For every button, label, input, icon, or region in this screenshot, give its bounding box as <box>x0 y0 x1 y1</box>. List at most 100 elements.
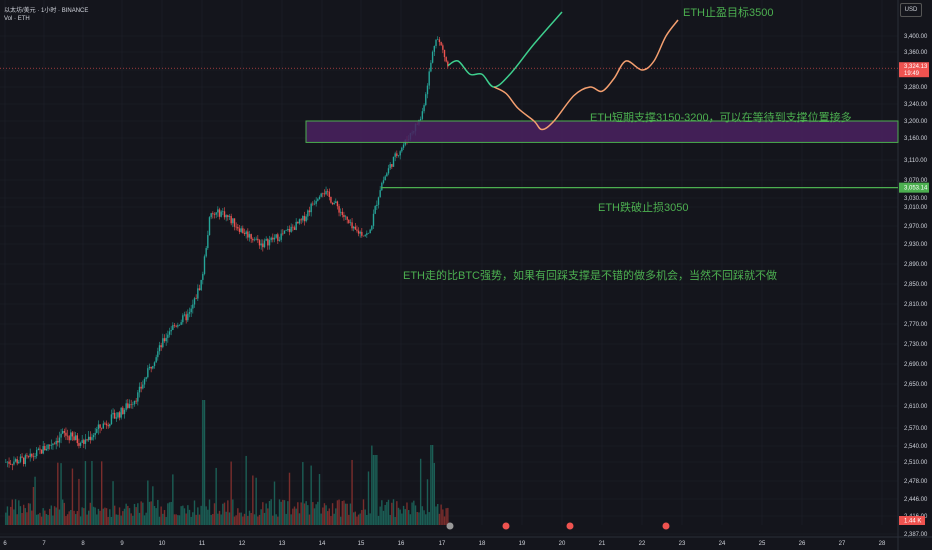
volume-bar <box>346 503 348 525</box>
volume-bar <box>282 499 284 525</box>
candle-body <box>272 237 274 240</box>
candle-body <box>223 211 226 218</box>
volume-bar <box>142 502 144 525</box>
candle-body <box>288 228 291 232</box>
volume-bar <box>128 508 131 525</box>
candle-body <box>99 424 101 428</box>
candle-body <box>433 45 436 52</box>
volume-bar <box>198 514 201 525</box>
x-tick-label: 23 <box>679 541 686 547</box>
volume-bar <box>406 502 408 525</box>
candle-body <box>257 238 259 241</box>
volume-bar <box>238 512 241 525</box>
candle-body <box>338 206 340 213</box>
candle-body <box>428 71 430 86</box>
y-tick-label: 2,610.00 <box>904 404 928 410</box>
candle-body <box>389 164 391 169</box>
volume-bar <box>328 508 331 525</box>
volume-bar <box>435 506 437 525</box>
candle-body <box>78 443 80 446</box>
candle-body <box>61 431 64 434</box>
volume-bar <box>260 509 262 525</box>
volume-bar <box>387 499 390 525</box>
volume-bar <box>338 499 340 525</box>
volume-bar <box>130 513 132 525</box>
volume-bar <box>87 510 90 525</box>
volume-bar <box>382 510 385 525</box>
candle-body <box>110 414 113 425</box>
symbol-name: 以太坊/美元 <box>4 8 36 14</box>
candle-body <box>109 424 111 427</box>
currency-button[interactable]: USD <box>900 3 922 17</box>
x-tick-label: 28 <box>879 541 886 547</box>
candle-body <box>377 197 380 205</box>
candle-body <box>137 392 139 402</box>
y-tick-label: 2,540.00 <box>904 444 928 450</box>
candle-body <box>112 412 114 415</box>
volume-bar <box>167 503 169 525</box>
symbol-header[interactable]: 以太坊/美元 · 1小时 · BINANCE <box>4 5 88 14</box>
y-tick-label: 3,070.00 <box>904 178 928 184</box>
volume-bar <box>190 516 192 525</box>
candle-body <box>421 111 424 119</box>
volume-bar <box>232 499 234 525</box>
candle-body <box>96 429 98 433</box>
candle-body <box>200 279 202 290</box>
volume-bar <box>138 512 141 525</box>
volume-bar <box>5 512 7 525</box>
candle-body <box>374 205 376 214</box>
volume-bar <box>215 467 217 525</box>
volume-bar <box>275 514 277 525</box>
y-tick-label: 2,930.00 <box>904 242 928 248</box>
candle-body <box>8 461 10 464</box>
y-tick-label: 2,810.00 <box>904 302 928 308</box>
y-tick-label: 3,400.00 <box>904 34 928 40</box>
volume-bar <box>109 509 111 525</box>
volume-bar <box>35 514 38 525</box>
volume-bar <box>162 513 164 525</box>
volume-bar <box>78 478 80 525</box>
candle-body <box>155 357 157 363</box>
volume-bar <box>310 465 312 525</box>
volume-bar <box>81 507 83 525</box>
candle-body <box>190 308 192 313</box>
candle-body <box>297 221 299 224</box>
volume-bar <box>277 516 279 525</box>
volume-bar <box>94 507 96 525</box>
volume-bar <box>83 508 85 525</box>
candle-body <box>335 201 337 204</box>
volume-bar <box>374 455 376 525</box>
volume-bar <box>273 481 276 525</box>
candle-body <box>238 228 241 232</box>
y-tick-label: 2,850.00 <box>904 282 928 288</box>
volume-bar <box>386 501 388 525</box>
volume-bar <box>66 514 69 525</box>
candle-body <box>89 436 92 440</box>
candle-body <box>87 436 90 441</box>
candle-body <box>35 450 38 457</box>
y-tick-label: 2,570.00 <box>904 426 928 432</box>
candle-body <box>371 225 373 230</box>
candle-body <box>260 243 262 246</box>
candle-body <box>52 443 54 446</box>
volume-bar <box>414 505 417 525</box>
y-tick-label: 2,690.00 <box>904 362 928 368</box>
candle-body <box>339 211 342 213</box>
x-tick-label: 15 <box>358 541 365 547</box>
volume-header[interactable]: Vol · ETH <box>4 16 30 22</box>
volume-bar <box>431 445 434 525</box>
volume-bar <box>322 507 324 525</box>
volume-bar <box>113 505 116 525</box>
volume-bar <box>60 463 62 525</box>
candle-body <box>71 432 74 437</box>
volume-bar <box>32 486 35 525</box>
volume-bar <box>13 509 15 525</box>
candle-body <box>233 218 236 227</box>
y-tick-label: 2,650.00 <box>904 382 928 388</box>
candle-body <box>138 386 141 393</box>
volume-bar <box>207 509 209 525</box>
candle-body <box>65 432 67 436</box>
volume-bar <box>339 516 342 525</box>
candle-body <box>382 180 385 183</box>
